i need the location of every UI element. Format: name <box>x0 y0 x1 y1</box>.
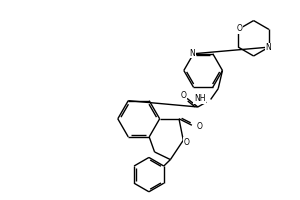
Text: O: O <box>181 91 187 100</box>
Text: N: N <box>266 43 271 52</box>
Text: NH: NH <box>194 94 205 103</box>
Text: O: O <box>237 24 243 33</box>
Text: O: O <box>196 122 202 131</box>
Text: N: N <box>190 49 195 58</box>
Text: O: O <box>184 138 189 147</box>
